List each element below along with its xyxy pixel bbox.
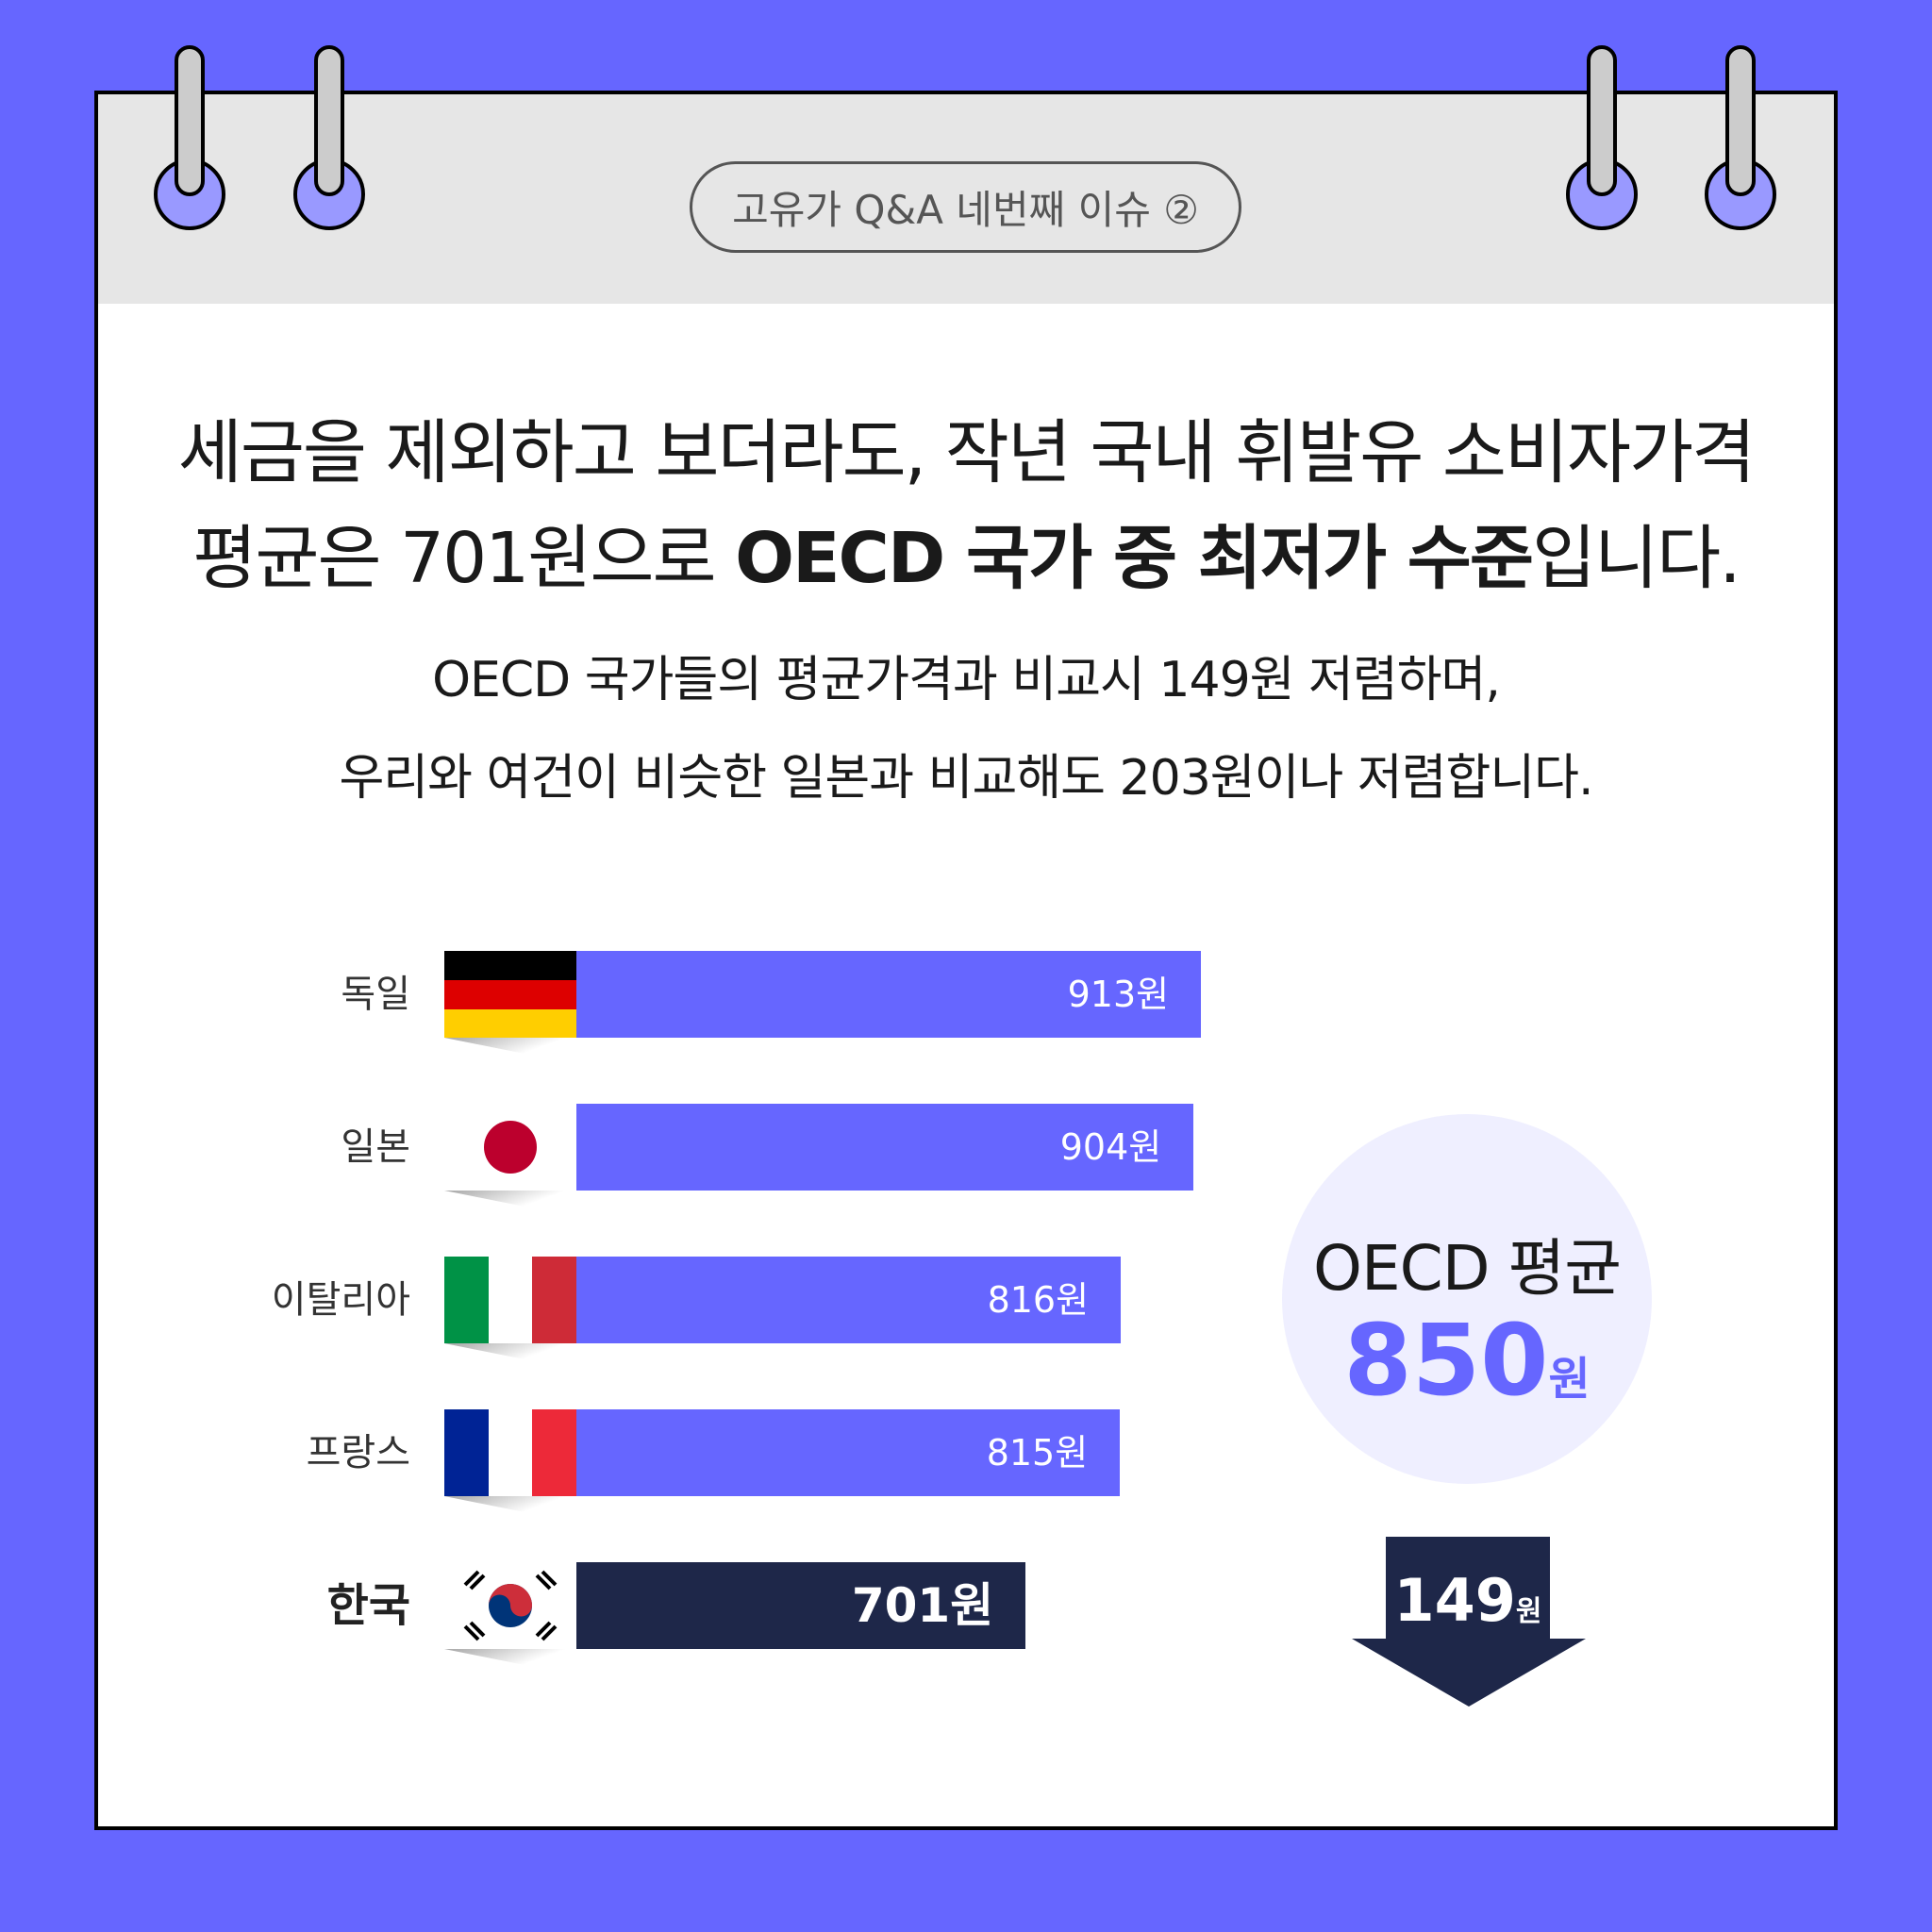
italy-flag-icon — [444, 1257, 576, 1343]
country-label: 일본 — [341, 1125, 410, 1169]
issue-badge: 고유가 Q&A 네번째 이슈 ② — [690, 161, 1241, 253]
bar-row: 독일 913원 — [0, 951, 1932, 1064]
bar: 816원 — [576, 1257, 1122, 1343]
bar-row: 프랑스 815원 — [0, 1409, 1932, 1523]
headline-line2: 평균은 701원으로 OECD 국가 중 최저가 수준입니다. — [0, 502, 1932, 603]
headline-emphasis: OECD 국가 중 최저가 수준 — [735, 518, 1534, 599]
bar-row: 일본 904원 — [0, 1104, 1932, 1217]
country-label: 이탈리아 — [271, 1278, 410, 1322]
country-label: 프랑스 — [306, 1431, 410, 1474]
bar-value-label: 913원 — [1067, 974, 1170, 1015]
bar-row: 한국 701원 — [0, 1562, 1932, 1675]
subtext-line1: OECD 국가들의 평균가격과 비교시 149원 저렴하며, — [432, 652, 1501, 708]
average-unit: 원 — [1548, 1353, 1591, 1406]
bar-value-label: 904원 — [1059, 1126, 1162, 1168]
down-arrow-icon — [1352, 1537, 1586, 1707]
bar: 701원 — [576, 1562, 1026, 1649]
average-value: 850원 — [1282, 1308, 1652, 1431]
bar-value-label: 815원 — [986, 1432, 1089, 1474]
germany-flag-icon — [444, 951, 576, 1038]
difference-unit: 원 — [1515, 1595, 1542, 1628]
average-title: OECD 평균 — [1313, 1232, 1622, 1305]
difference-number: 149 — [1393, 1566, 1516, 1635]
difference-label: 149원 — [1386, 1566, 1550, 1635]
france-flag-icon — [444, 1409, 576, 1496]
bar-row: 이탈리아 816원 — [0, 1257, 1932, 1370]
japan-flag-icon — [444, 1104, 576, 1191]
country-label: 독일 — [341, 973, 410, 1016]
headline-text: 평균은 701원으로 — [192, 518, 736, 599]
headline-text: 입니다. — [1531, 518, 1741, 599]
calendar-card — [94, 91, 1838, 1830]
bar: 815원 — [576, 1409, 1121, 1496]
subtext-line2: 우리와 여건이 비슷한 일본과 비교해도 203원이나 저렴합니다. — [339, 750, 1593, 807]
bar-value-label: 701원 — [851, 1578, 994, 1633]
bar: 904원 — [576, 1104, 1194, 1191]
oecd-average-circle: OECD 평균 850원 — [1282, 1114, 1652, 1484]
bar-value-label: 816원 — [987, 1279, 1090, 1321]
korea-flag-icon — [444, 1562, 576, 1649]
country-label: 한국 — [326, 1579, 410, 1632]
card-header — [98, 94, 1834, 304]
average-number: 850 — [1343, 1303, 1549, 1418]
headline-line1: 세금을 제외하고 보더라도, 작년 국내 휘발유 소비자가격 — [177, 412, 1757, 493]
bar: 913원 — [576, 951, 1202, 1038]
